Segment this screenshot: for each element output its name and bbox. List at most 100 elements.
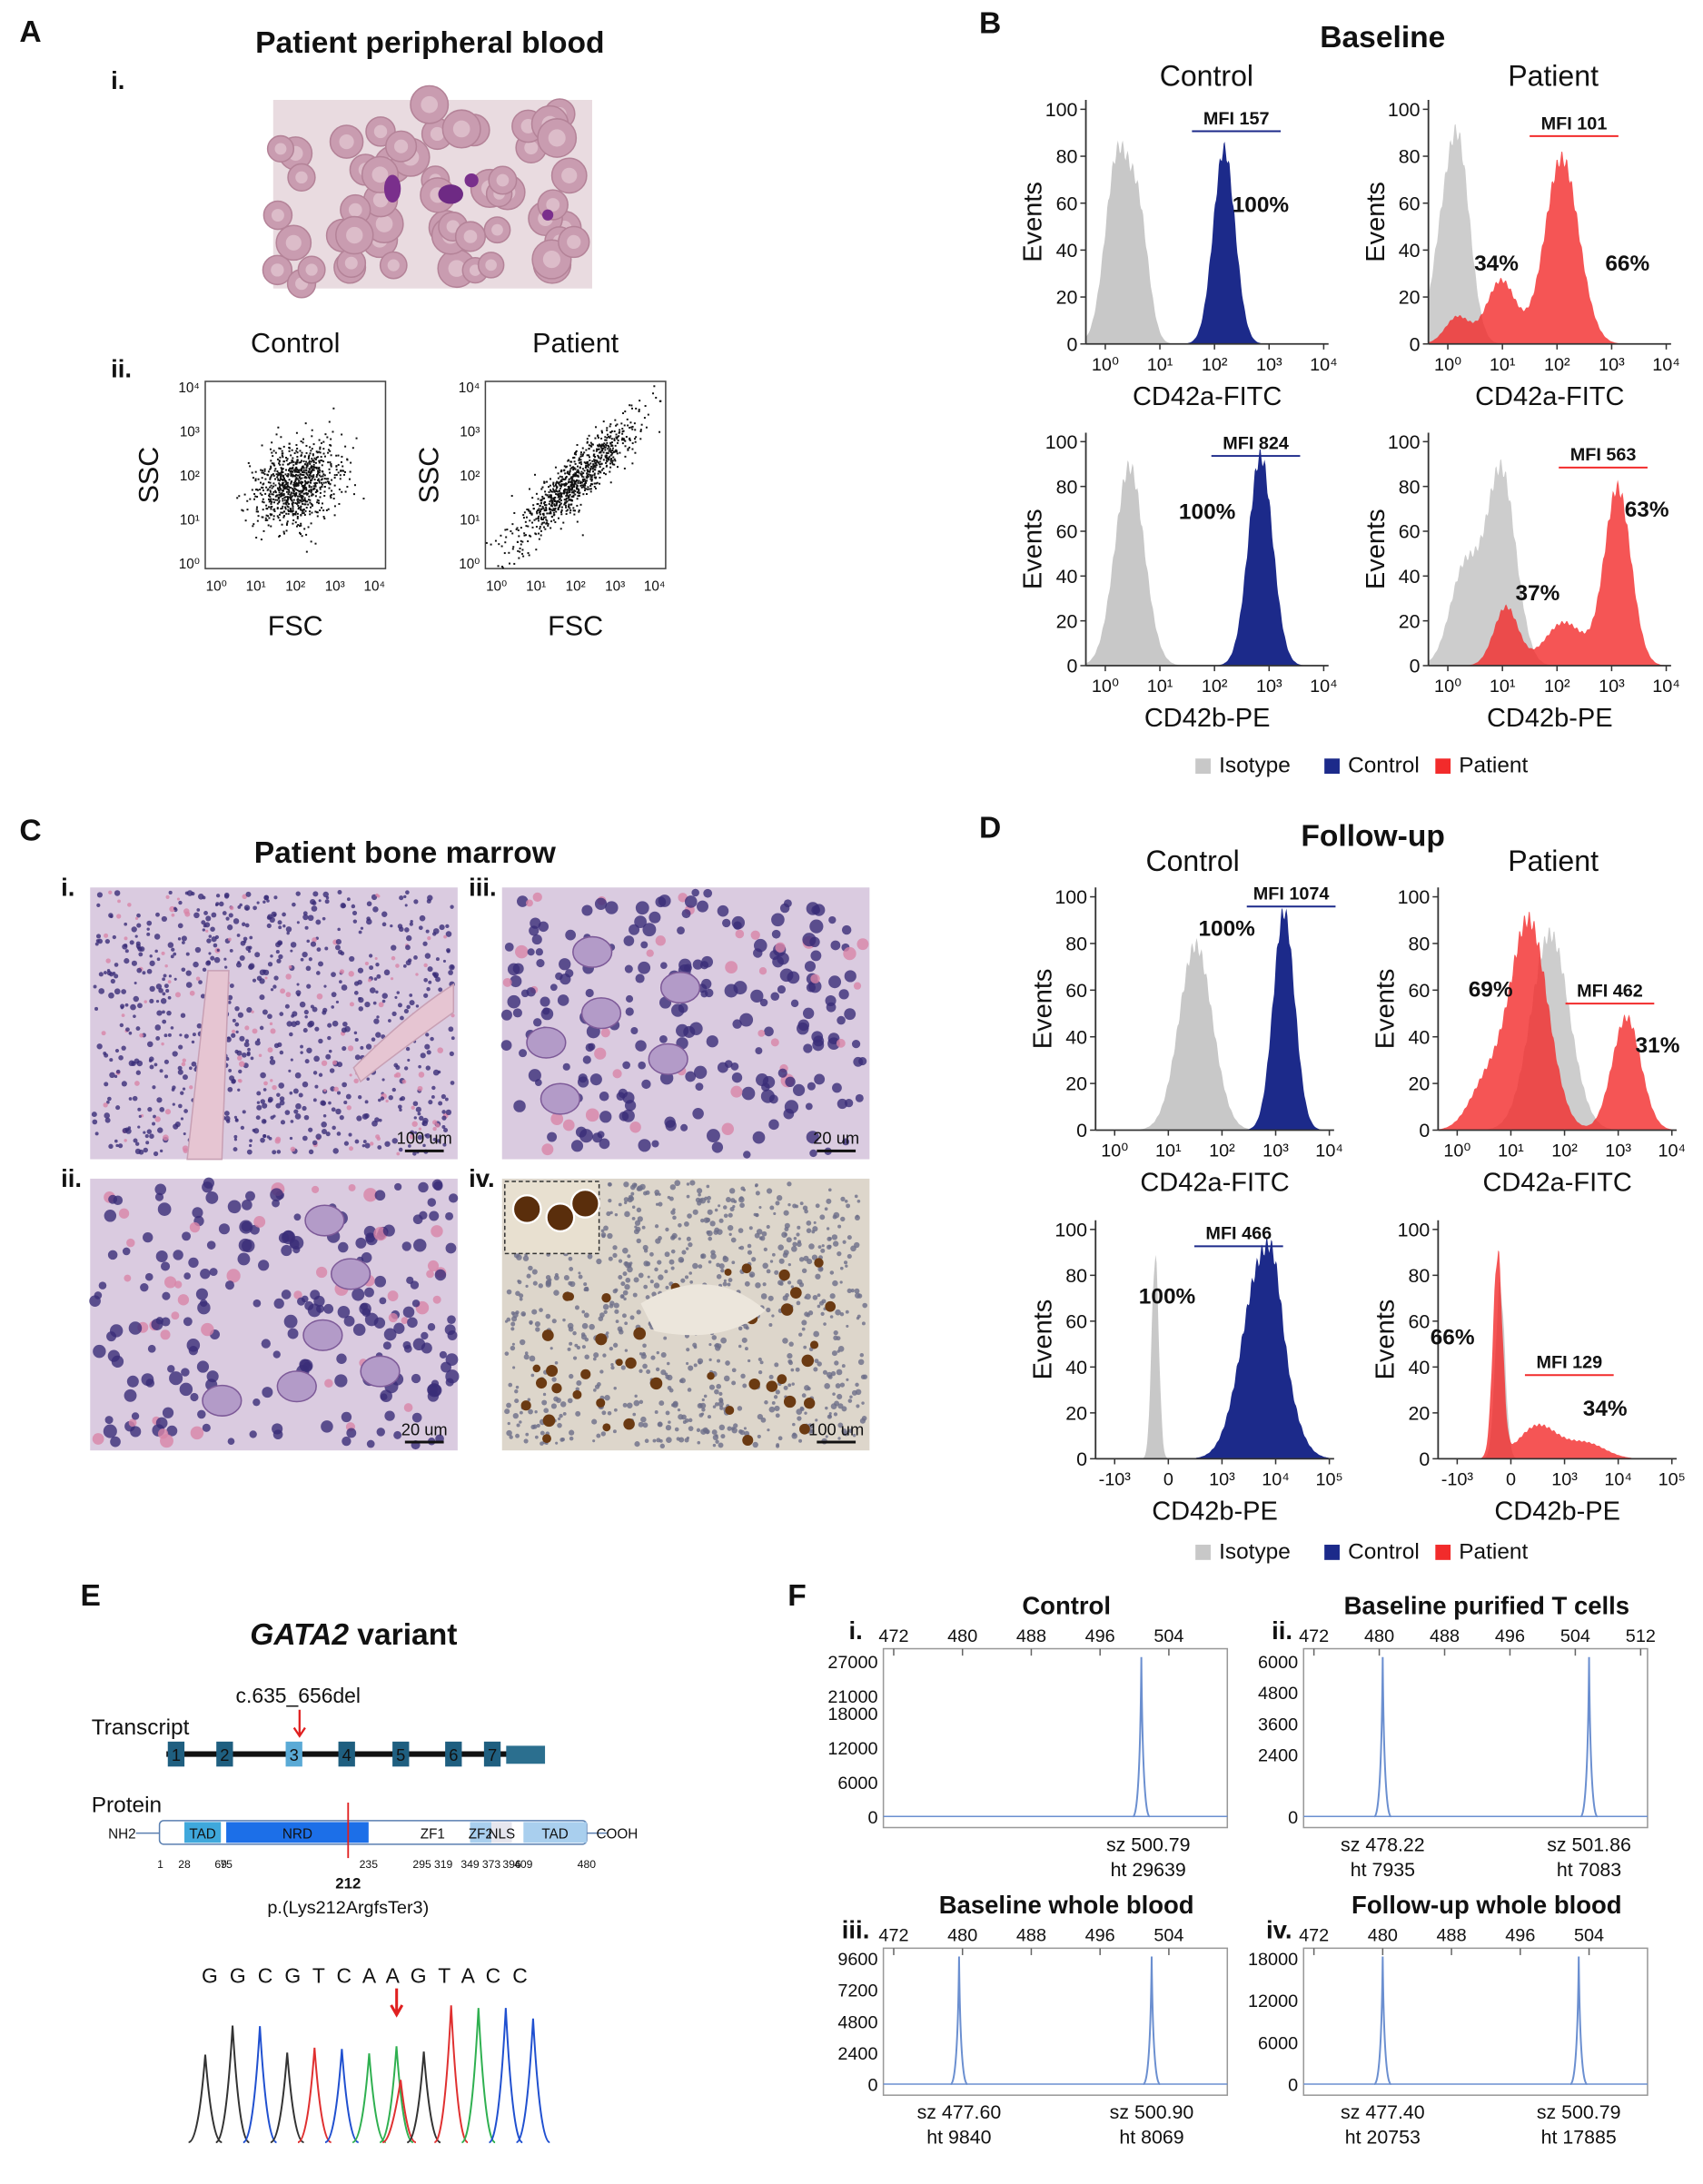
event-dot [308,468,311,470]
event-dot [282,452,284,455]
event-dot [289,494,292,497]
cell [640,1416,647,1423]
event-dot [282,511,284,514]
event-dot [542,507,545,509]
cell [126,1375,139,1388]
cell [357,979,362,985]
event-dot [270,465,272,468]
cell [704,988,714,998]
event-dot [308,490,311,493]
cell [766,1307,771,1313]
cell [215,894,221,898]
cell [806,1228,812,1233]
event-dot [269,481,272,484]
peak-height: ht 7083 [1557,1859,1621,1881]
cell [623,935,635,946]
event-dot [251,471,253,474]
cell [510,1321,516,1327]
event-dot [560,476,563,479]
cell [624,964,633,973]
event-dot [597,454,599,457]
event-dot [582,472,585,475]
cell [193,912,200,919]
cell [613,1342,619,1348]
cell [200,1268,211,1280]
event-dot [289,508,292,509]
cell [827,1037,840,1051]
cell [751,1257,757,1262]
cell [692,1108,704,1120]
event-dot [307,492,310,495]
x-tick-label: 10⁴ [1310,355,1338,375]
event-dot [302,490,304,493]
cell [810,950,822,962]
cell [410,1280,420,1290]
cell [813,1035,825,1047]
cell [624,1201,628,1205]
event-dot [568,496,570,499]
event-dot [267,481,270,484]
event-dot [298,501,301,504]
event-dot [302,438,305,440]
cell [226,1119,231,1123]
event-dot [302,467,305,469]
event-dot [280,492,282,495]
cell [393,1062,399,1068]
cell [678,958,692,972]
event-dot [312,504,314,507]
cell [655,1202,659,1206]
cell [845,1309,849,1314]
peak-size: sz 500.79 [1537,2101,1621,2123]
cell [718,1424,726,1431]
cell [804,1411,807,1415]
cell [181,1062,186,1067]
cell [738,1344,742,1349]
cell [700,1255,704,1259]
event-dot [543,502,546,505]
event-dot [538,515,540,518]
cell [806,1220,812,1226]
event-dot [583,489,586,491]
event-dot [306,500,309,503]
cell [840,1216,846,1222]
cell [426,1050,431,1055]
cell [533,1018,542,1027]
red-cell-center [561,167,578,183]
event-dot [544,528,547,530]
event-dot [559,495,561,498]
cell [844,1099,854,1108]
event-dot [301,498,303,500]
cell [681,909,691,919]
event-dot [559,528,562,530]
title-text: variant [357,1618,457,1652]
cell [656,1350,659,1355]
cell [843,946,856,961]
cell [318,1038,323,1044]
event-dot [569,488,571,490]
peak-height: ht 17885 [1541,2127,1617,2149]
event-dot [573,513,576,516]
cell [777,1068,787,1078]
cell [375,990,379,994]
event-dot [570,491,573,494]
event-dot [573,479,576,482]
event-dot [579,484,582,487]
cell [664,1251,670,1258]
cell [773,1395,778,1399]
cell [775,1389,780,1395]
event-dot [284,487,287,489]
event-dot [289,467,292,469]
event-dot [598,470,600,473]
cell [839,1311,845,1317]
cell [720,1434,726,1439]
cell [172,1051,178,1057]
event-dot [572,509,575,512]
cell [510,1345,516,1351]
cell [139,946,145,952]
cell [117,1143,124,1149]
cell [422,1143,426,1148]
cell [372,906,379,913]
cell [623,1197,629,1202]
event-dot [329,444,332,447]
cell [514,1389,519,1394]
